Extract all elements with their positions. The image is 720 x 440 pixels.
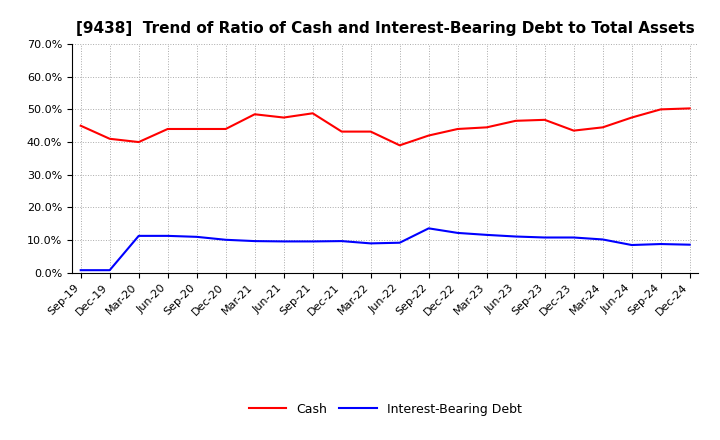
Interest-Bearing Debt <box>105 268 114 273</box>
Interest-Bearing Debt <box>627 242 636 248</box>
Interest-Bearing Debt <box>511 234 520 239</box>
Interest-Bearing Debt <box>366 241 375 246</box>
Cash <box>279 115 288 120</box>
Interest-Bearing Debt <box>163 233 172 238</box>
Interest-Bearing Debt <box>395 240 404 246</box>
Interest-Bearing Debt <box>76 268 85 273</box>
Cash <box>395 143 404 148</box>
Cash <box>221 126 230 132</box>
Cash <box>482 125 491 130</box>
Interest-Bearing Debt <box>192 234 201 239</box>
Interest-Bearing Debt <box>221 237 230 242</box>
Interest-Bearing Debt <box>454 230 462 235</box>
Line: Interest-Bearing Debt: Interest-Bearing Debt <box>81 228 690 270</box>
Cash <box>163 126 172 132</box>
Interest-Bearing Debt <box>424 226 433 231</box>
Cash <box>338 129 346 134</box>
Interest-Bearing Debt <box>685 242 694 247</box>
Title: [9438]  Trend of Ratio of Cash and Interest-Bearing Debt to Total Assets: [9438] Trend of Ratio of Cash and Intere… <box>76 21 695 36</box>
Cash <box>685 106 694 111</box>
Interest-Bearing Debt <box>657 242 665 247</box>
Cash <box>627 115 636 120</box>
Interest-Bearing Debt <box>251 238 259 244</box>
Interest-Bearing Debt <box>598 237 607 242</box>
Cash <box>192 126 201 132</box>
Cash <box>454 126 462 132</box>
Cash <box>308 110 317 116</box>
Interest-Bearing Debt <box>279 239 288 244</box>
Interest-Bearing Debt <box>135 233 143 238</box>
Cash <box>135 139 143 145</box>
Interest-Bearing Debt <box>482 232 491 238</box>
Cash <box>511 118 520 124</box>
Cash <box>105 136 114 141</box>
Interest-Bearing Debt <box>308 239 317 244</box>
Interest-Bearing Debt <box>570 235 578 240</box>
Interest-Bearing Debt <box>338 238 346 244</box>
Cash <box>424 133 433 138</box>
Cash <box>541 117 549 122</box>
Cash <box>76 123 85 128</box>
Legend: Cash, Interest-Bearing Debt: Cash, Interest-Bearing Debt <box>243 398 527 421</box>
Cash <box>570 128 578 133</box>
Line: Cash: Cash <box>81 108 690 145</box>
Cash <box>366 129 375 134</box>
Cash <box>657 107 665 112</box>
Interest-Bearing Debt <box>541 235 549 240</box>
Cash <box>598 125 607 130</box>
Cash <box>251 112 259 117</box>
